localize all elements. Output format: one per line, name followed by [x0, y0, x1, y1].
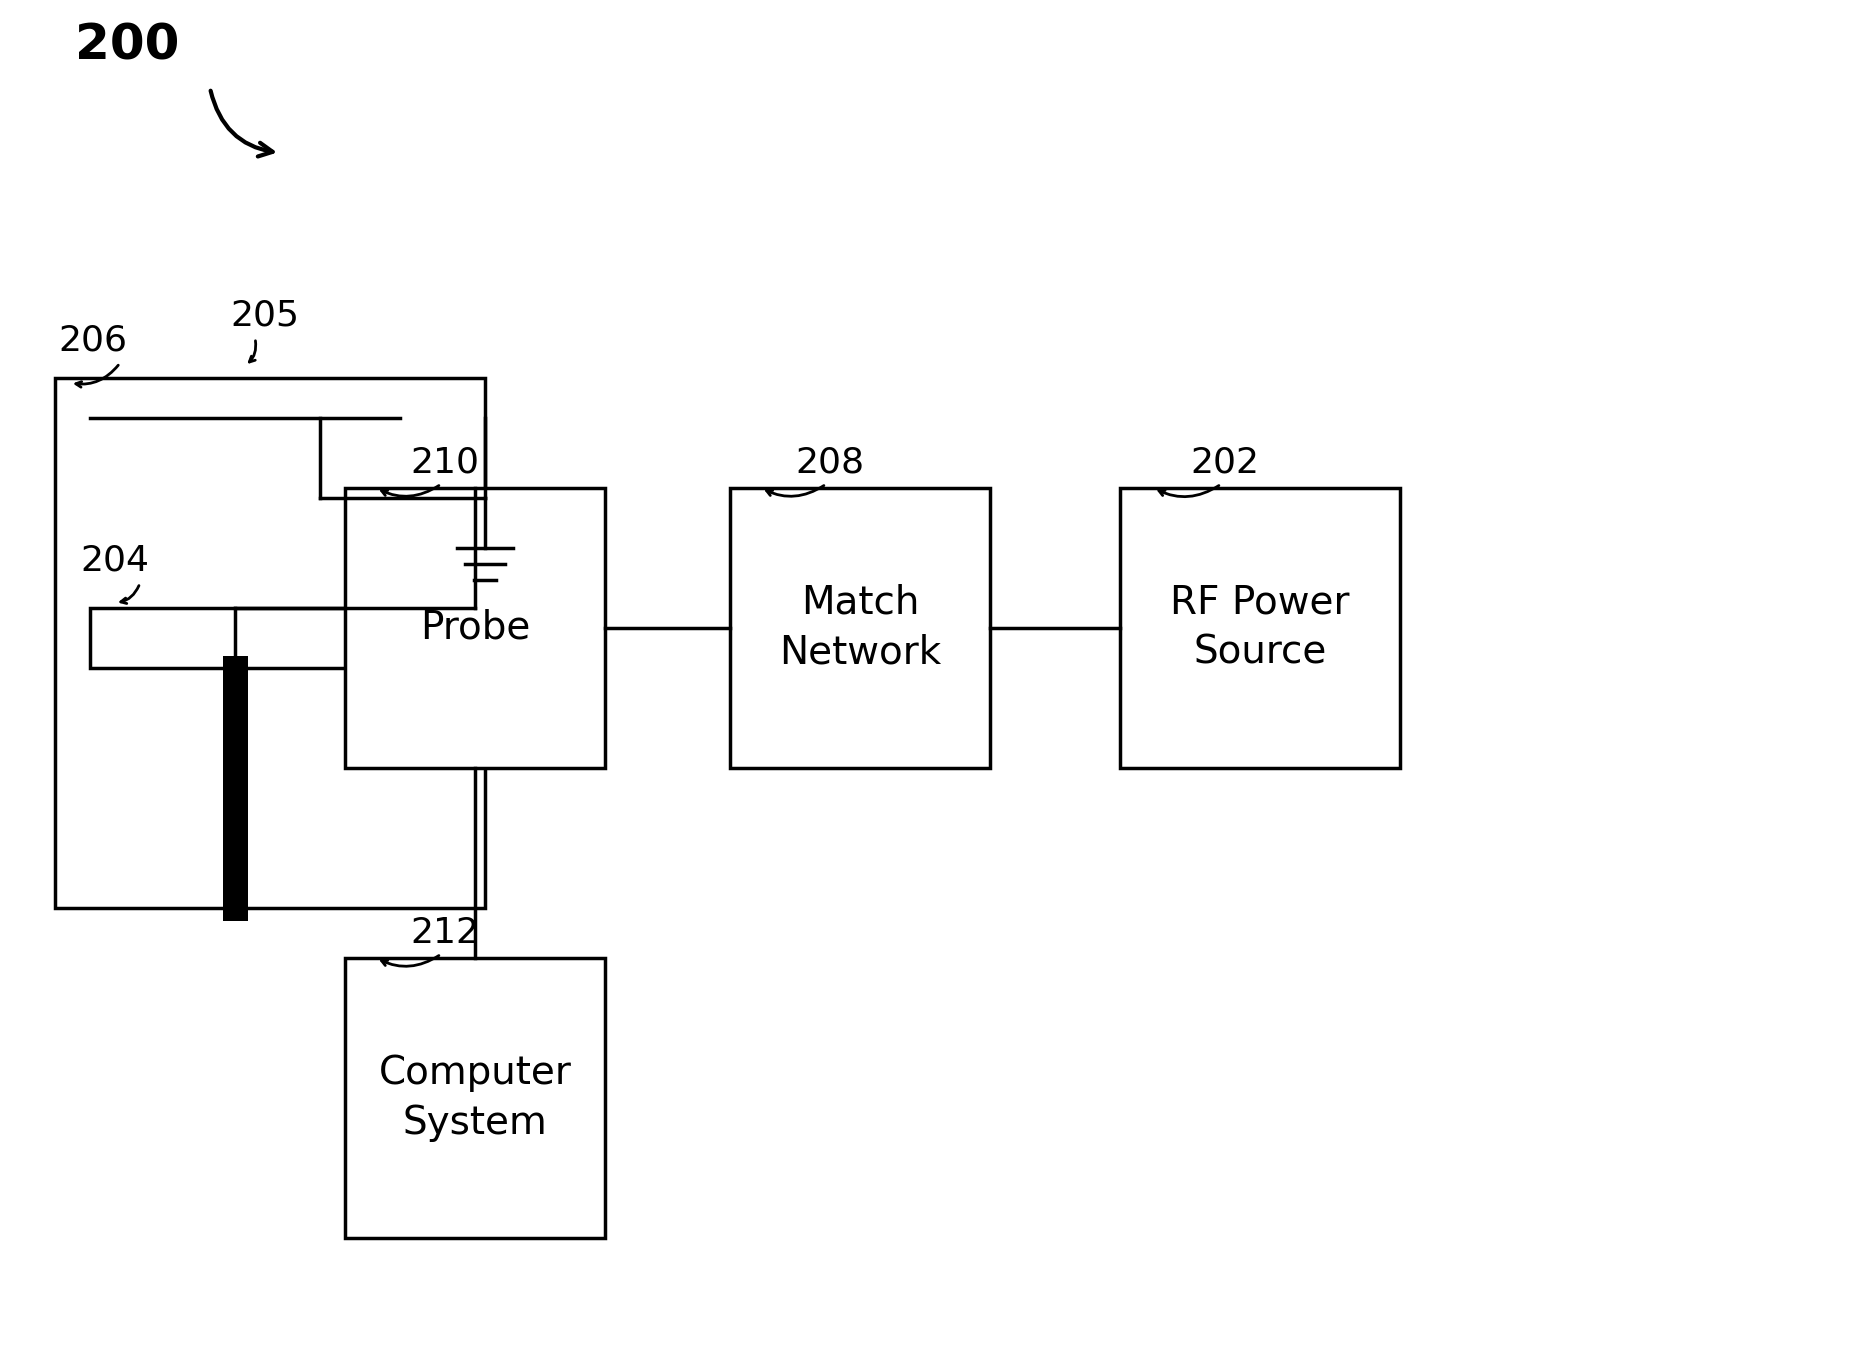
Text: Probe: Probe [419, 609, 531, 647]
Text: 200: 200 [74, 22, 180, 70]
Bar [89, 607, 430, 668]
Text: 202: 202 [1189, 446, 1258, 480]
Bar [729, 488, 989, 767]
Text: 205: 205 [230, 300, 299, 332]
Text: 212: 212 [410, 917, 479, 949]
Bar [345, 488, 605, 767]
Text: 208: 208 [794, 446, 864, 480]
Text: 206: 206 [58, 324, 126, 358]
Text: 210: 210 [410, 446, 479, 480]
Bar [56, 378, 484, 908]
Text: 204: 204 [80, 544, 148, 579]
Text: Computer
System: Computer System [378, 1053, 571, 1142]
Text: RF Power
Source: RF Power Source [1171, 584, 1349, 672]
Bar [345, 958, 605, 1238]
Text: Match
Network: Match Network [779, 584, 940, 672]
Bar [1119, 488, 1399, 767]
